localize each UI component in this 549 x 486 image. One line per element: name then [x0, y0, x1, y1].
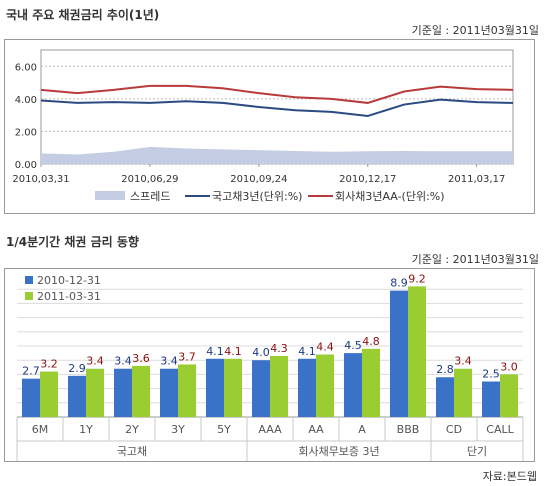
corp-aa-3y-line — [40, 84, 514, 104]
category-label: CD — [446, 423, 462, 436]
bar-value-label: 4.1 — [206, 345, 224, 358]
bar-2010 — [436, 377, 454, 417]
bar-2010 — [22, 378, 40, 417]
bar-value-label: 3.7 — [178, 350, 196, 363]
bar-2011 — [500, 374, 518, 417]
x-tick-label: 2010,09,24 — [230, 174, 287, 185]
section2-title: 1/4분기간 채권 금리 동향 — [6, 235, 139, 249]
y-tick-label: 4.00 — [15, 95, 37, 106]
bar-value-label: 2.5 — [482, 368, 500, 381]
legend-label-bar-2011: 2011-03-31 — [37, 290, 101, 303]
category-label: AA — [308, 423, 324, 436]
bar-2010 — [114, 368, 132, 417]
bar-value-label: 4.1 — [224, 345, 242, 358]
bar-value-label: 3.6 — [132, 352, 150, 365]
trend-legend: 스프레드 국고채3년(단위:%) 회사채3년AA-(단위:%) — [95, 190, 445, 203]
y-tick-label: 2.00 — [15, 127, 37, 138]
category-label: 2Y — [125, 423, 139, 436]
bar-2011 — [362, 348, 380, 417]
bar-legend: 2010-12-31 2011-03-31 — [25, 274, 101, 303]
x-tick-label: 2010,03,31 — [12, 174, 69, 185]
bar-value-label: 2.8 — [436, 363, 454, 376]
bar-2011 — [408, 286, 426, 417]
bar-2011 — [224, 358, 242, 417]
bar-2011 — [40, 371, 58, 417]
y-tick-label: 6.00 — [15, 62, 37, 73]
bar-value-label: 2.7 — [22, 365, 40, 378]
x-tick-label: 2011,03,17 — [448, 174, 505, 185]
bar-2010 — [206, 358, 224, 417]
legend-swatch-bar-2010 — [25, 276, 33, 284]
bar-value-label: 4.8 — [362, 335, 380, 348]
bar-2011 — [316, 354, 334, 417]
category-label: BBB — [397, 423, 420, 436]
bar-value-label: 3.4 — [454, 355, 472, 368]
x-tick-label: 2010,12,17 — [339, 174, 396, 185]
trend-chart: 6.00 4.00 2.00 0.00 2010,03,31 2010,06,29 2010… — [12, 49, 514, 203]
bar-value-label: 4.0 — [252, 346, 270, 359]
section1-title: 국내 주요 채권금리 추이(1년) — [6, 8, 160, 22]
bar-value-label: 4.5 — [344, 339, 362, 352]
bar-value-label: 8.9 — [390, 277, 408, 290]
x-tick-label: 2010,06,29 — [121, 174, 178, 185]
source-note: 자료:본드웹 — [482, 470, 537, 483]
bar-value-label: 3.0 — [500, 360, 518, 373]
ktb-3y-line — [40, 98, 514, 117]
group-label: 국고채 — [117, 445, 147, 458]
category-label: 5Y — [217, 423, 231, 436]
bar-2011 — [86, 368, 104, 417]
legend-swatch-spread — [95, 191, 125, 200]
bar-2011 — [132, 365, 150, 417]
bar-2011 — [270, 355, 288, 417]
category-label: 3Y — [171, 423, 185, 436]
category-label: CALL — [486, 423, 514, 436]
bar-value-label: 2.9 — [68, 362, 86, 375]
bar-2010 — [344, 353, 362, 417]
bar-value-label: 9.2 — [408, 272, 426, 285]
bar-value-label: 4.3 — [270, 342, 288, 355]
category-label: 1Y — [79, 423, 93, 436]
y-tick-label: 0.00 — [15, 160, 37, 171]
section2-ref-date: 기준일 : 2011년03월31일 — [411, 253, 539, 266]
bar-value-label: 3.4 — [114, 355, 132, 368]
bar-2010 — [390, 290, 408, 417]
category-label: A — [358, 423, 366, 436]
section1-ref-date: 기준일 : 2011년03월31일 — [411, 24, 539, 37]
group-label: 단기 — [467, 445, 487, 458]
bar-value-label: 4.1 — [298, 345, 316, 358]
group-label: 회사채무보증 3년 — [298, 445, 379, 458]
bar-chart-panel: 2.7 3.2 6M 2.9 3.4 1Y 3.4 3.6 2Y 3.4 3.7 3Y 4.1 4.1 5Y… — [4, 268, 535, 462]
bar-2010 — [160, 368, 178, 417]
bar-2011 — [454, 368, 472, 417]
spread-area — [41, 146, 513, 164]
category-label: AAA — [258, 423, 282, 436]
category-label: 6M — [32, 423, 49, 436]
legend-label-ktb: 국고채3년(단위:%) — [212, 190, 302, 203]
bar-value-label: 3.2 — [40, 358, 58, 371]
bar-value-label: 3.4 — [160, 355, 178, 368]
plot-area — [40, 49, 514, 165]
bar-2010 — [252, 360, 270, 417]
bar-2010 — [298, 358, 316, 417]
bar-2010 — [482, 381, 500, 417]
bar-value-label: 4.4 — [316, 341, 334, 354]
bar-2010 — [68, 375, 86, 417]
legend-label-spread: 스프레드 — [130, 190, 170, 203]
legend-swatch-bar-2011 — [25, 292, 33, 300]
legend-label-corp: 회사채3년AA-(단위:%) — [335, 190, 445, 203]
trend-chart-panel: 6.00 4.00 2.00 0.00 2010,03,31 2010,06,29 2010… — [4, 39, 535, 214]
bar-value-label: 3.4 — [86, 355, 104, 368]
legend-label-bar-2010: 2010-12-31 — [37, 274, 101, 287]
bar-2011 — [178, 364, 196, 417]
